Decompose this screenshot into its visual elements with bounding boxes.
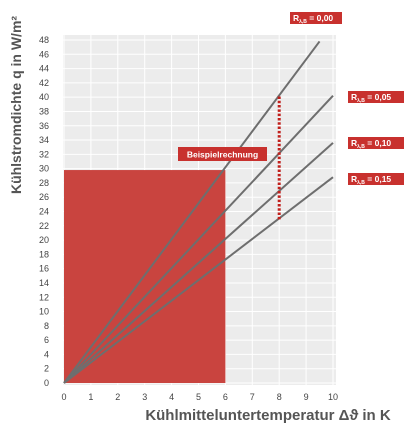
y-tick-label-10: 20 [39, 235, 49, 245]
x-tick-label-0: 0 [61, 392, 66, 402]
series-tag-subscript: λ,B [357, 98, 365, 104]
y-tick-label-18: 36 [39, 121, 49, 131]
y-tick-label-0: 0 [44, 378, 49, 388]
y-tick-label-3: 6 [44, 335, 49, 345]
example-tag-box [178, 147, 267, 161]
series-tag-value: = 0,05 [365, 92, 392, 102]
series-tag-box-0 [290, 12, 342, 24]
x-tick-label-7: 7 [250, 392, 255, 402]
series-tag-value: = 0,10 [365, 138, 392, 148]
y-tick-label-4: 8 [44, 321, 49, 331]
x-tick-label-2: 2 [115, 392, 120, 402]
y-tick-label-22: 44 [39, 64, 49, 74]
x-tick-label-3: 3 [142, 392, 147, 402]
series-lines [63, 40, 334, 384]
y-tick-label-17: 34 [39, 135, 49, 145]
y-tick-label-1: 2 [44, 364, 49, 374]
series-tag-label-3: Rλ,B = 0,15 [351, 174, 391, 186]
series-tag-value: = 0,00 [307, 13, 334, 23]
series-tag-subscript: λ,B [357, 144, 365, 150]
series-tag-symbol: R [351, 138, 357, 148]
y-tick-label-5: 10 [39, 307, 49, 317]
series-line-3 [63, 176, 334, 384]
x-tick-label-4: 4 [169, 392, 174, 402]
x-tick-label-8: 8 [277, 392, 282, 402]
series-tag-subscript: λ,B [299, 19, 307, 25]
series-tag-label-1: Rλ,B = 0,05 [351, 92, 391, 104]
y-tick-label-6: 12 [39, 292, 49, 302]
y-tick-labels: 0246810121416182022242628303234363840424… [39, 35, 49, 388]
y-tick-label-13: 26 [39, 192, 49, 202]
series-line-0 [63, 40, 321, 384]
y-tick-label-9: 18 [39, 249, 49, 259]
y-tick-label-7: 14 [39, 278, 49, 288]
x-tick-label-10: 10 [328, 392, 338, 402]
series-tag-box-2 [348, 137, 404, 149]
y-tick-label-8: 16 [39, 264, 49, 274]
y-tick-label-12: 24 [39, 207, 49, 217]
series-tag-subscript: λ,B [357, 180, 365, 186]
series-tag-label-0: Rλ,B = 0,00 [293, 13, 333, 25]
y-tick-label-19: 38 [39, 106, 49, 116]
y-tick-label-14: 28 [39, 178, 49, 188]
x-tick-label-6: 6 [223, 392, 228, 402]
y-tick-label-2: 4 [44, 349, 49, 359]
series-tag-symbol: R [351, 92, 357, 102]
y-tick-label-21: 42 [39, 78, 49, 88]
y-tick-label-20: 40 [39, 92, 49, 102]
x-tick-label-1: 1 [88, 392, 93, 402]
x-tick-label-5: 5 [196, 392, 201, 402]
y-tick-label-15: 30 [39, 164, 49, 174]
y-tick-label-24: 48 [39, 35, 49, 45]
series-tag-value: = 0,15 [365, 174, 392, 184]
series-line-1 [63, 95, 334, 384]
series-tag-label-2: Rλ,B = 0,10 [351, 138, 391, 150]
x-axis-title: Kühlmitteluntertemperatur Δϑ in K [145, 407, 391, 424]
example-tag-label: Beispielrechnung [187, 150, 258, 160]
y-tick-label-16: 32 [39, 149, 49, 159]
series-tag-symbol: R [351, 174, 357, 184]
y-tick-label-23: 46 [39, 49, 49, 59]
series-line-2 [63, 142, 334, 384]
series-tag-box-1 [348, 91, 404, 103]
y-axis-title: Kühlstromdichte q in W/m² [8, 16, 24, 194]
x-tick-label-9: 9 [304, 392, 309, 402]
series-tag-box-3 [348, 173, 404, 185]
example-tag: Beispielrechnung [178, 147, 267, 161]
x-tick-labels: 0 1 2 3 4 5 6 7 8 9 10 [61, 392, 338, 402]
series-tag-symbol: R [293, 13, 299, 23]
y-tick-label-11: 22 [39, 221, 49, 231]
